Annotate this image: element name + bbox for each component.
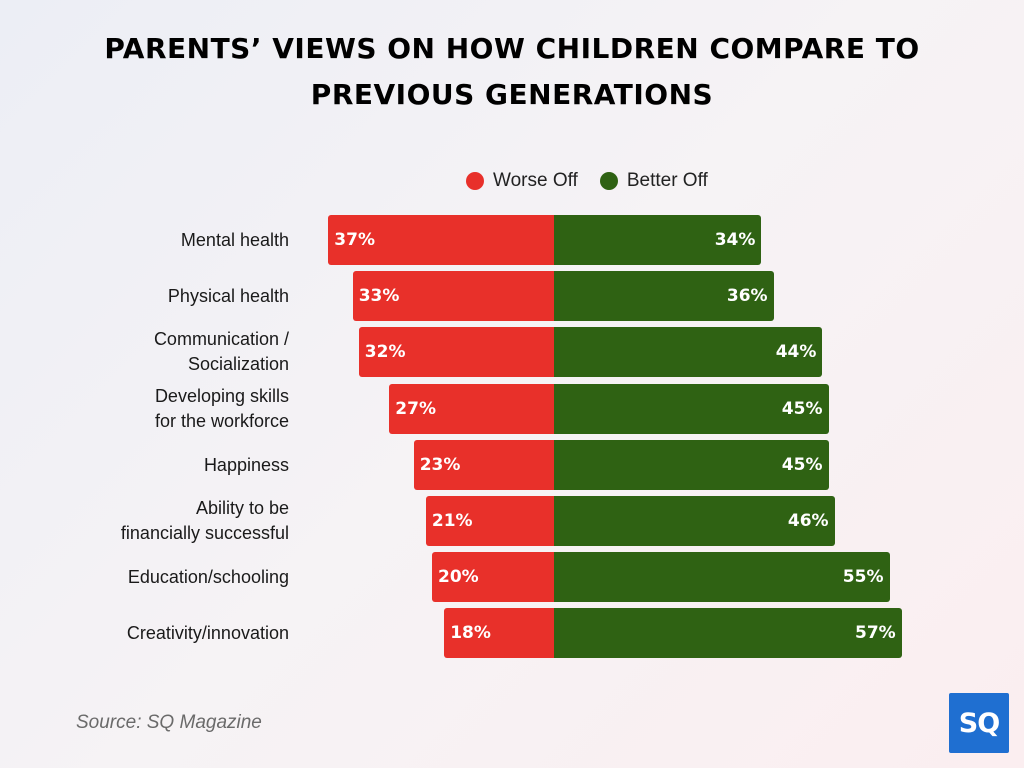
bar-better-off: 45% — [554, 384, 829, 434]
legend-swatch-better-off — [599, 172, 618, 190]
data-label-better-off: 55% — [842, 567, 884, 587]
category-label-line: Socialization — [187, 354, 289, 374]
bar-worse-off: 21% — [425, 496, 554, 546]
bar-better-off: 34% — [554, 215, 762, 265]
category-label: Ability to be financially successful — [29, 496, 289, 546]
legend: Worse Off Better Off — [466, 168, 730, 194]
category-label: Physical health — [29, 271, 289, 321]
bar-better-off: 45% — [554, 440, 829, 490]
data-label-better-off: 57% — [854, 623, 896, 643]
legend-swatch-worse-off — [466, 172, 484, 190]
data-label-worse-off: 37% — [334, 230, 375, 250]
bar-worse-off: 33% — [352, 271, 554, 321]
category-label: Communication / Socialization — [29, 327, 289, 377]
category-label-line: Happiness — [203, 454, 289, 475]
data-label-worse-off: 32% — [364, 342, 406, 362]
category-label-line: Developing skills — [154, 386, 289, 406]
bar-worse-off: 32% — [358, 327, 554, 377]
data-label-worse-off: 18% — [450, 623, 491, 643]
category-label-line: Mental health — [180, 229, 289, 250]
bar-worse-off: 23% — [413, 440, 554, 490]
chart-title-line-2: PREVIOUS GENERATIONS — [310, 78, 714, 111]
legend-label-worse-off: Worse Off — [493, 170, 578, 191]
category-label-line: financially successful — [120, 523, 289, 543]
data-label-better-off: 45% — [781, 455, 823, 475]
bar-worse-off: 37% — [328, 215, 554, 265]
data-label-worse-off: 20% — [438, 567, 479, 587]
category-label: Happiness — [29, 440, 289, 490]
category-label: Education/schooling — [29, 552, 289, 602]
category-label-line: Communication / — [153, 329, 289, 349]
data-label-better-off: 44% — [775, 342, 817, 362]
data-label-better-off: 36% — [726, 286, 768, 306]
bar-worse-off: 20% — [432, 552, 554, 602]
legend-item-better-off: Better Off — [599, 170, 708, 192]
legend-item-worse-off: Worse Off — [466, 170, 578, 192]
category-label-line: Creativity/innovation — [126, 622, 289, 643]
category-label-line: Education/schooling — [127, 566, 289, 587]
data-label-worse-off: 21% — [431, 511, 473, 531]
bar-better-off: 55% — [554, 552, 890, 602]
bar-better-off: 57% — [554, 608, 902, 658]
data-label-worse-off: 27% — [395, 399, 436, 419]
bar-better-off: 36% — [554, 271, 774, 321]
data-label-better-off: 46% — [787, 511, 829, 531]
category-label-line: for the workforce — [154, 411, 289, 431]
bar-better-off: 44% — [554, 327, 823, 377]
category-label: Mental health — [29, 215, 289, 265]
bar-better-off: 46% — [554, 496, 835, 546]
sq-logo: SQ — [949, 693, 1009, 753]
source-note: Source: SQ Magazine — [76, 712, 262, 733]
category-label-line: Physical health — [167, 285, 289, 306]
category-label-line: Ability to be — [195, 498, 289, 518]
legend-label-better-off: Better Off — [626, 170, 708, 191]
bar-worse-off: 18% — [444, 608, 554, 658]
category-label: Developing skills for the workforce — [29, 384, 289, 434]
category-label: Creativity/innovation — [29, 608, 289, 658]
chart-title-line-1: PARENTS’ VIEWS ON HOW CHILDREN COMPARE T… — [104, 32, 920, 65]
bar-worse-off: 27% — [389, 384, 554, 434]
data-label-better-off: 45% — [781, 399, 823, 419]
data-label-worse-off: 23% — [419, 455, 461, 475]
chart-title: PARENTS’ VIEWS ON HOW CHILDREN COMPARE T… — [0, 26, 1024, 118]
data-label-better-off: 34% — [714, 230, 756, 250]
data-label-worse-off: 33% — [358, 286, 400, 306]
